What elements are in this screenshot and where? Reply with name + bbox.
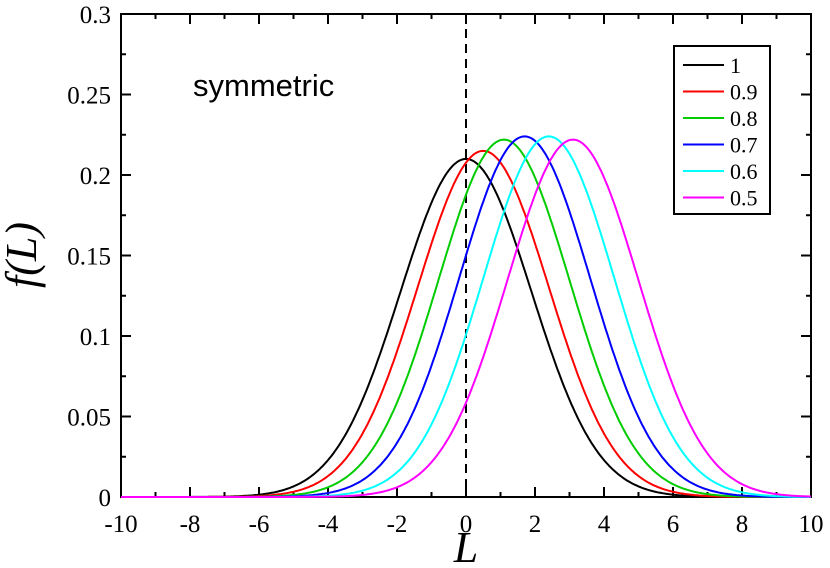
- legend-label: 1: [730, 53, 741, 78]
- x-tick-label: 4: [598, 511, 611, 538]
- series-line-0-5: [121, 138, 811, 498]
- legend-box: [673, 45, 771, 215]
- x-tick-label: 10: [799, 511, 824, 538]
- legend-label: 0.6: [730, 159, 758, 184]
- y-tick-label: 0.05: [67, 405, 111, 432]
- y-tick-label: 0: [99, 485, 112, 512]
- legend-label: 0.7: [730, 133, 758, 158]
- x-tick-label: -6: [249, 511, 270, 538]
- legend-label: 0.9: [730, 80, 758, 105]
- x-tick-label: -4: [318, 511, 339, 538]
- y-tick-label: 0.1: [80, 324, 111, 351]
- legend: 10.90.80.70.60.5: [673, 45, 771, 215]
- x-tick-label: -8: [180, 511, 201, 538]
- x-tick-label: 2: [529, 511, 542, 538]
- y-tick-label: 0.3: [80, 2, 111, 29]
- x-tick-label: 8: [736, 511, 749, 538]
- annotation-symmetric: symmetric: [193, 68, 334, 103]
- legend-label: 0.8: [730, 106, 758, 131]
- legend-label: 0.5: [730, 186, 758, 211]
- x-tick-label: -10: [104, 511, 137, 538]
- axis-tick-labels: -10 -8 -6 -4 -2 0 2 4 6 8 10 0 0.05 0.1 0.15 0.2 0.25 0.3: [67, 2, 823, 538]
- x-tick-label: 0: [460, 511, 473, 538]
- y-axis-title: f(L): [0, 222, 46, 288]
- x-tick-label: -2: [387, 511, 408, 538]
- x-tick-label: 6: [667, 511, 680, 538]
- x-axis-title: L: [453, 523, 478, 568]
- y-tick-label: 0.15: [67, 244, 111, 271]
- y-tick-label: 0.2: [80, 163, 111, 190]
- series-curves: [121, 135, 811, 498]
- y-tick-label: 0.25: [67, 83, 111, 110]
